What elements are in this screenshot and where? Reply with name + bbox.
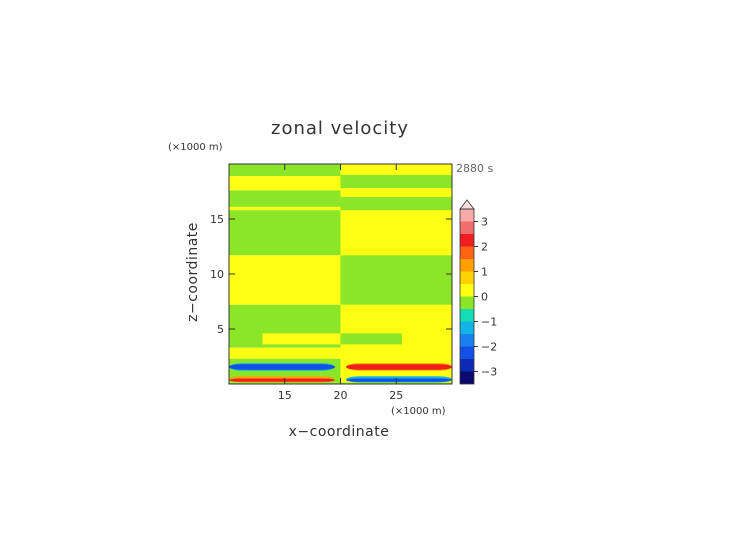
colorbar-extend-arrow xyxy=(459,199,475,210)
colorbar-level-0 xyxy=(460,371,474,384)
x-tick-label-25: 25 xyxy=(389,389,403,402)
colorbar-level-4 xyxy=(460,321,474,334)
field-band-8 xyxy=(229,255,341,305)
colorbar-level-11 xyxy=(460,234,474,247)
field-band-5 xyxy=(229,190,341,207)
colorbar-level-12 xyxy=(460,221,474,234)
colorbar-level-10 xyxy=(460,246,474,259)
x-axis-title: x−coordinate xyxy=(289,424,390,440)
colorbar-level-9 xyxy=(460,259,474,272)
colorbar-tick-label-3: 0 xyxy=(481,291,488,304)
colorbar-tick-label-4: −1 xyxy=(481,316,497,329)
y-axis-unit: (×1000 m) xyxy=(168,142,223,153)
field-band-4 xyxy=(229,176,341,191)
field-band-15 xyxy=(340,255,452,305)
velocity-field xyxy=(229,164,452,384)
field-band-3 xyxy=(229,164,341,177)
colorbar-level-5 xyxy=(460,309,474,322)
field-band-7 xyxy=(229,210,341,256)
y-tick-label-5: 5 xyxy=(217,323,224,336)
x-axis-unit: (×1000 m) xyxy=(391,406,446,417)
field-band-13 xyxy=(340,197,452,211)
x-tick-label-15: 15 xyxy=(278,389,292,402)
field-band-14 xyxy=(340,211,452,256)
colorbar-level-13 xyxy=(460,209,474,222)
colorbar-tick-label-6: −3 xyxy=(481,366,497,379)
field-band-6 xyxy=(229,206,341,211)
colorbar-tick-label-5: −2 xyxy=(481,341,497,354)
colorbar-level-6 xyxy=(460,296,474,309)
time-label: 2880 s xyxy=(456,162,493,175)
colorbar-level-8 xyxy=(460,271,474,284)
colorbar-level-1 xyxy=(460,359,474,372)
colorbar-tick-label-1: 2 xyxy=(481,241,488,254)
colorbar-level-3 xyxy=(460,334,474,347)
x-tick-label-20: 20 xyxy=(334,389,348,402)
jet-core-5 xyxy=(229,378,335,382)
jet-core-1 xyxy=(229,364,335,370)
y-tick-label-15: 15 xyxy=(210,213,224,226)
colorbar-level-2 xyxy=(460,346,474,359)
y-tick-label-10: 10 xyxy=(210,268,224,281)
colorbar-tick-label-2: 1 xyxy=(481,266,488,279)
jet-core-3 xyxy=(346,364,452,370)
colorbar-tick-label-0: 3 xyxy=(481,216,488,229)
chart-title: zonal velocity xyxy=(271,118,409,139)
colorbar: 3 2 1 0 −1 −2 −3 xyxy=(459,199,497,385)
colorbar-level-7 xyxy=(460,284,474,297)
field-band-19 xyxy=(340,333,402,345)
y-axis-title: z−coordinate xyxy=(185,222,201,322)
jet-core-7 xyxy=(346,378,452,382)
field-band-12 xyxy=(340,175,452,189)
field-band-10 xyxy=(229,347,341,359)
plot-axes: 15 20 25 5 10 15 xyxy=(210,163,453,402)
field-band-18 xyxy=(262,333,341,345)
